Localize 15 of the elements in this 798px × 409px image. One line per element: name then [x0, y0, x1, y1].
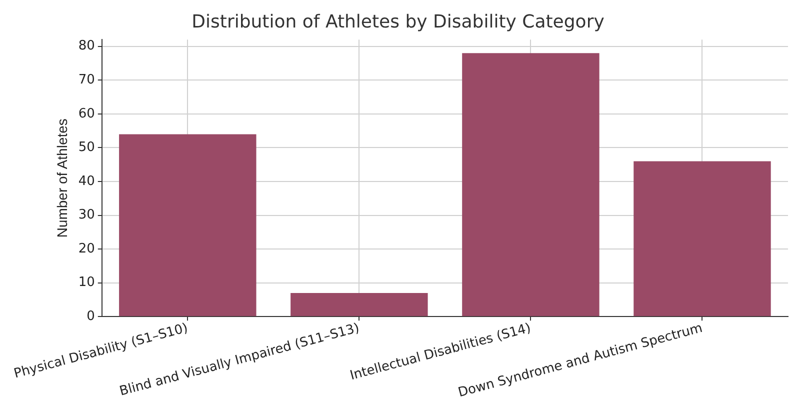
y-tick-label: 10: [78, 275, 95, 290]
chart-title: Distribution of Athletes by Disability Category: [192, 11, 605, 32]
y-tick-label: 40: [78, 174, 95, 189]
y-axis-title: Number of Athletes: [54, 118, 70, 238]
y-tick-label: 20: [78, 241, 95, 256]
y-tick-label: 70: [78, 72, 95, 88]
y-tick-label: 50: [78, 140, 95, 156]
bar: [290, 293, 428, 316]
y-tick-label: 80: [78, 38, 95, 54]
y-tick-label: 60: [78, 106, 95, 122]
bar: [119, 134, 256, 316]
bar: [462, 53, 600, 316]
y-tick-label: 30: [78, 208, 95, 223]
y-tick-label: 0: [86, 309, 95, 324]
bar: [634, 161, 771, 316]
